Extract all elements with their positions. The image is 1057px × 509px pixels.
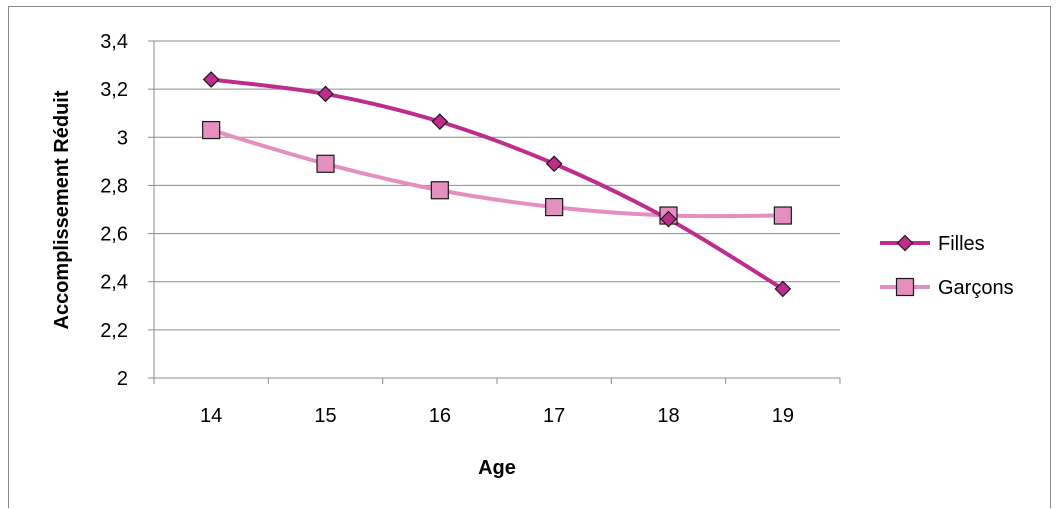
series-line (210, 77, 784, 291)
legend-marker (896, 234, 914, 252)
data-point (317, 85, 334, 103)
gridlines (154, 40, 840, 331)
y-tick-label: 2,4 (100, 272, 128, 294)
series-group (202, 71, 792, 298)
legend: Filles Garçons (880, 233, 1014, 299)
data-point (202, 120, 221, 140)
legend-label: Garçons (938, 277, 1014, 299)
data-point (773, 206, 792, 225)
axes: 2 2,2 2,4 2,6 2,8 3 3,2 3,4 14 15 16 17 18 19 (100, 31, 841, 427)
y-tick-label: 3 (117, 127, 128, 149)
x-tick-label: 19 (772, 405, 794, 427)
x-tick-label: 18 (657, 405, 679, 427)
data-point (316, 154, 335, 173)
x-tick-label: 17 (543, 405, 565, 427)
y-tick-label: 3,2 (100, 79, 128, 101)
x-tick-label: 16 (429, 405, 451, 427)
legend-marker (895, 277, 915, 297)
series-line (210, 128, 783, 219)
x-tick-label: 15 (314, 405, 336, 427)
y-tick-label: 2,2 (100, 320, 128, 342)
x-tick-label: 14 (200, 405, 222, 427)
legend-label: Filles (938, 233, 985, 255)
chart-frame (8, 6, 1051, 508)
data-point (431, 113, 449, 130)
data-point (545, 197, 564, 217)
x-axis-title: Age (478, 457, 516, 479)
y-axis-title: Accomplissement Réduit (51, 90, 73, 329)
data-point (660, 210, 677, 228)
y-tick-label: 3,4 (100, 31, 128, 53)
y-tick-label: 2 (117, 368, 128, 390)
data-point (545, 155, 563, 173)
data-point (774, 280, 792, 298)
data-point (430, 181, 449, 200)
y-tick-label: 2,6 (100, 224, 128, 246)
data-point (202, 71, 220, 88)
y-tick-label: 2,8 (100, 175, 128, 197)
